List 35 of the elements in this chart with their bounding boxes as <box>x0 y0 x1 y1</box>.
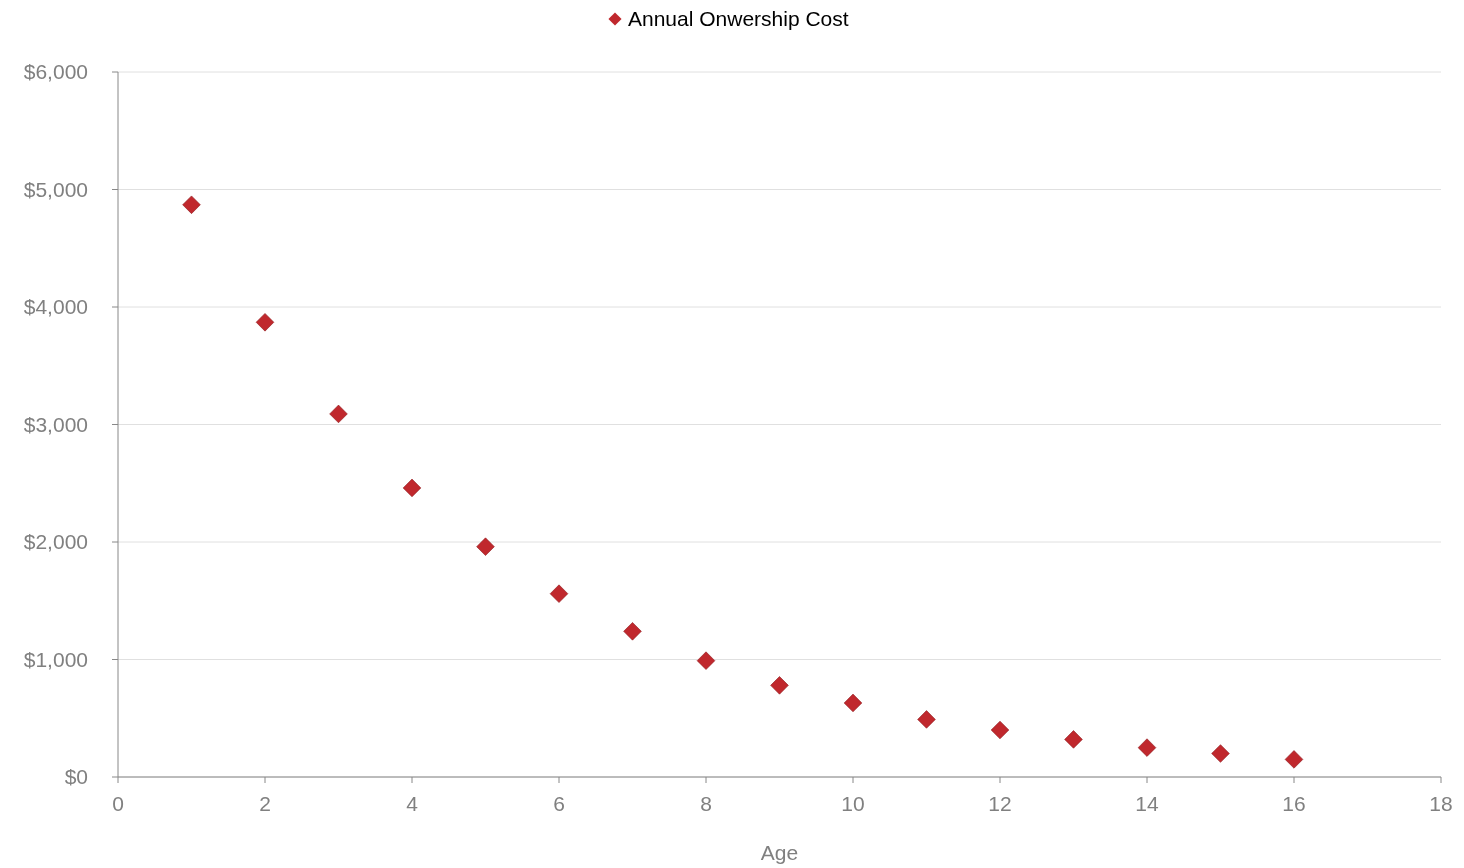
point <box>329 404 348 424</box>
x-tick-label: 10 <box>841 792 865 815</box>
y-tick-label: $4,000 <box>23 295 88 319</box>
point <box>1211 744 1230 763</box>
x-tick-label: 4 <box>406 792 419 815</box>
point <box>917 710 936 729</box>
point <box>182 195 201 214</box>
y-tick-label: $6,000 <box>23 60 88 84</box>
point <box>623 622 642 641</box>
x-tick-label: 0 <box>112 792 124 815</box>
x-tick-label: 6 <box>553 792 565 815</box>
y-tick-label: $1,000 <box>23 647 88 671</box>
y-tick-label: $2,000 <box>23 530 88 554</box>
x-tick-label: 18 <box>1429 792 1453 815</box>
point <box>843 693 863 713</box>
legend-label: Annual Onwership Cost <box>628 7 849 31</box>
y-tick-label: $5,000 <box>23 177 88 201</box>
point <box>402 478 422 498</box>
y-tick-label: $3,000 <box>23 412 88 436</box>
point <box>549 584 569 603</box>
point <box>255 313 275 332</box>
x-tick-label: 14 <box>1135 792 1159 815</box>
point <box>990 720 1010 740</box>
x-tick-label: 2 <box>259 792 271 815</box>
point <box>1137 738 1157 757</box>
x-tick-label: 16 <box>1282 792 1306 815</box>
x-tick-label: 12 <box>988 792 1012 815</box>
x-axis-title: Age <box>760 841 799 864</box>
x-tick-label: 8 <box>700 792 712 815</box>
point <box>770 676 789 695</box>
point <box>1284 750 1304 769</box>
point <box>1064 730 1083 749</box>
point <box>476 537 495 556</box>
y-tick-label: $0 <box>64 765 88 789</box>
point <box>696 651 716 670</box>
